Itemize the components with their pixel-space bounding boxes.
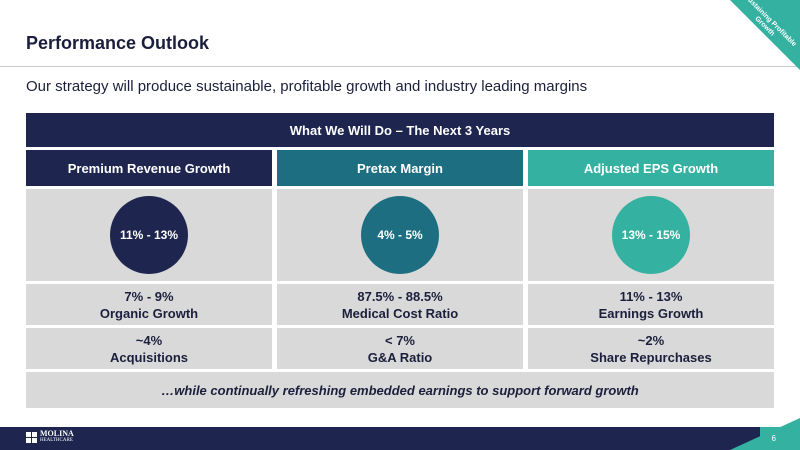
- metric-cell: 11% - 13% Earnings Growth: [528, 284, 774, 325]
- metric-label: Acquisitions: [109, 349, 188, 365]
- metric-cell: ~4% Acquisitions: [26, 328, 272, 369]
- target-circle: 4% - 5%: [361, 196, 439, 274]
- logo-text: MOLINA HEALTHCARE: [40, 430, 74, 444]
- metric-label: Medical Cost Ratio: [341, 305, 459, 321]
- column-premium-revenue-growth: Premium Revenue Growth 11% - 13% 7% - 9%…: [26, 150, 272, 369]
- molina-logo: MOLINA HEALTHCARE: [26, 430, 74, 444]
- table-footer: …while continually refreshing embedded e…: [26, 372, 774, 408]
- metric-cell: 7% - 9% Organic Growth: [26, 284, 272, 325]
- logo-name: MOLINA: [40, 429, 74, 438]
- column-adjusted-eps-growth: Adjusted EPS Growth 13% - 15% 11% - 13% …: [528, 150, 774, 369]
- logo-sub: HEALTHCARE: [40, 438, 73, 443]
- metric-value: < 7%: [385, 332, 415, 348]
- table-header: What We Will Do – The Next 3 Years: [26, 113, 774, 147]
- title-divider: [0, 66, 800, 67]
- bottom-accent-fill: [760, 427, 800, 450]
- logo-mark-icon: [26, 431, 37, 443]
- subtitle: Our strategy will produce sustainable, p…: [26, 78, 588, 95]
- column-heading: Adjusted EPS Growth: [528, 150, 774, 186]
- target-circle: 11% - 13%: [110, 196, 188, 274]
- metric-label: Organic Growth: [99, 305, 199, 321]
- metric-label: Share Repurchases: [590, 349, 712, 365]
- metric-value: ~2%: [637, 332, 665, 348]
- metric-value: 87.5% - 88.5%: [357, 288, 443, 304]
- page-number: 6: [771, 434, 776, 443]
- corner-badge: Sustaining Profitable Growth: [730, 0, 800, 70]
- metric-label: G&A Ratio: [367, 349, 433, 365]
- target-area: 4% - 5%: [277, 189, 523, 281]
- bottom-band: [0, 427, 800, 450]
- metric-cell: < 7% G&A Ratio: [277, 328, 523, 369]
- metric-cell: ~2% Share Repurchases: [528, 328, 774, 369]
- column-pretax-margin: Pretax Margin 4% - 5% 87.5% - 88.5% Medi…: [277, 150, 523, 369]
- metric-value: 11% - 13%: [619, 288, 683, 304]
- page-title: Performance Outlook: [26, 33, 210, 53]
- target-area: 11% - 13%: [26, 189, 272, 281]
- metric-label: Earnings Growth: [598, 305, 704, 321]
- corner-triangle: [730, 0, 800, 70]
- metric-value: 7% - 9%: [124, 288, 174, 304]
- target-area: 13% - 15%: [528, 189, 774, 281]
- metric-value: ~4%: [135, 332, 163, 348]
- column-heading: Pretax Margin: [277, 150, 523, 186]
- column-heading: Premium Revenue Growth: [26, 150, 272, 186]
- metric-cell: 87.5% - 88.5% Medical Cost Ratio: [277, 284, 523, 325]
- target-circle: 13% - 15%: [612, 196, 690, 274]
